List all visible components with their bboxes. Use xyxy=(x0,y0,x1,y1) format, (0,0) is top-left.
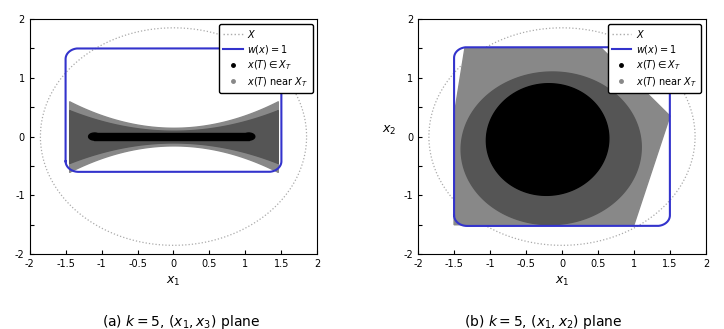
Legend: $X$, $w(x)=1$, $x(T)\in X_T$, $x(T)$ near $X_T$: $X$, $w(x)=1$, $x(T)\in X_T$, $x(T)$ nea… xyxy=(219,24,313,92)
Legend: $X$, $w(x)=1$, $x(T)\in X_T$, $x(T)$ near $X_T$: $X$, $w(x)=1$, $x(T)\in X_T$, $x(T)$ nea… xyxy=(607,24,701,92)
Polygon shape xyxy=(88,133,100,140)
Text: (b) $k=5$, $(x_1, x_2)$ plane: (b) $k=5$, $(x_1, x_2)$ plane xyxy=(464,313,622,329)
Text: (a) $k=5$, $(x_1, x_3)$ plane: (a) $k=5$, $(x_1, x_3)$ plane xyxy=(102,313,260,329)
Polygon shape xyxy=(454,48,670,225)
Polygon shape xyxy=(487,84,609,195)
X-axis label: $x_1$: $x_1$ xyxy=(167,275,181,288)
Polygon shape xyxy=(461,72,641,225)
X-axis label: $x_1$: $x_1$ xyxy=(555,275,569,288)
Y-axis label: $x_2$: $x_2$ xyxy=(382,123,397,137)
Polygon shape xyxy=(243,133,255,140)
